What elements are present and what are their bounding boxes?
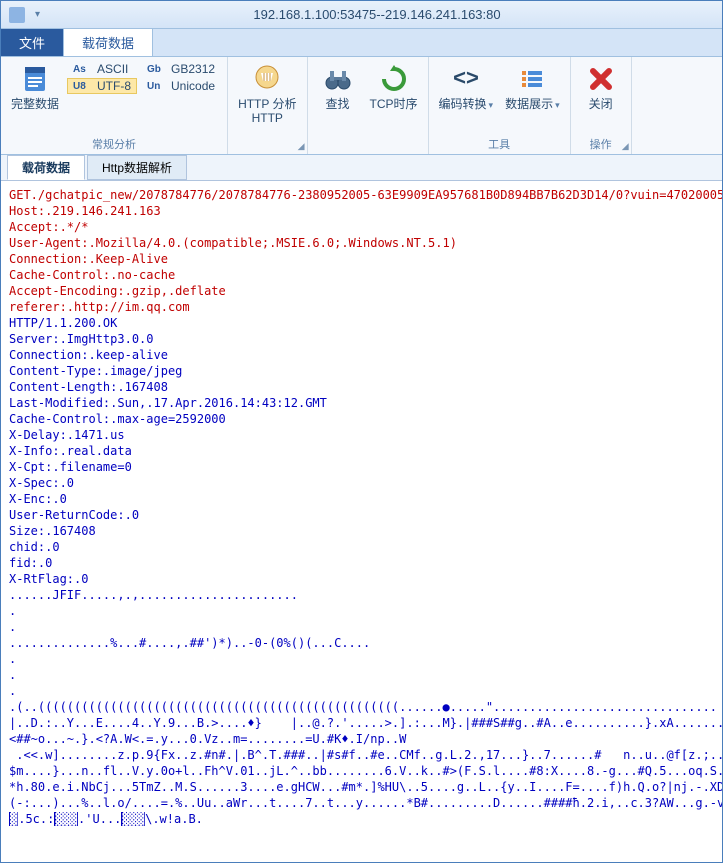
app-icon <box>9 7 25 23</box>
response-line: X-Spec:.0 <box>9 475 714 491</box>
response-line: X-RtFlag:.0 <box>9 571 714 587</box>
response-line: *h.80.e.i.NbCj...5TmZ..M.S......3....e.g… <box>9 779 714 795</box>
close-icon <box>585 63 617 95</box>
utf8-button[interactable]: U8UTF-8 <box>67 78 137 94</box>
response-line: fid:.0 <box>9 555 714 571</box>
response-line: <##~o...~.}.<?A.W<.=.y...0.Vz..m=.......… <box>9 731 714 747</box>
request-line: Cache-Control:.no-cache <box>9 267 714 283</box>
response-line: (-:...)...%..l.o/....=.%..Uu..aWr...t...… <box>9 795 714 811</box>
response-line: Size:.167408 <box>9 523 714 539</box>
response-line: Content-Type:.image/jpeg <box>9 363 714 379</box>
binoculars-icon <box>322 63 354 95</box>
content-tab-http-parse[interactable]: Http数据解析 <box>87 155 187 180</box>
response-line: . <box>9 683 714 699</box>
http-analyze-button[interactable]: HTTP 分析HTTP <box>234 61 300 127</box>
ribbon: 完整数据 AsASCII U8UTF-8 GbGB2312 UnUnicode … <box>1 57 722 155</box>
chevron-down-icon: ▾ <box>489 100 494 110</box>
response-line: User-ReturnCode:.0 <box>9 507 714 523</box>
response-line: ▓.5c.:▓▓▓.'U...▓▓▓\.w!a.B. <box>9 811 714 827</box>
ribbon-group-analysis: 完整数据 AsASCII U8UTF-8 GbGB2312 UnUnicode … <box>1 57 228 154</box>
ribbon-group-http: HTTP 分析HTTP ◢ <box>228 57 307 154</box>
response-line: . <box>9 651 714 667</box>
response-line: .(..((((((((((((((((((((((((((((((((((((… <box>9 699 714 715</box>
brackets-icon: <> <box>450 63 482 95</box>
data-display-button[interactable]: 数据展示▾ <box>501 61 564 114</box>
response-line: X-Enc:.0 <box>9 491 714 507</box>
svg-text:<>: <> <box>453 65 479 90</box>
encode-button[interactable]: <> 编码转换▾ <box>435 61 498 114</box>
response-line: HTTP/1.1.200.OK <box>9 315 714 331</box>
list-icon <box>516 63 548 95</box>
launcher-icon[interactable]: ◢ <box>298 141 305 152</box>
request-line: GET./gchatpic_new/2078784776/2078784776-… <box>9 187 714 203</box>
response-line: .<<.w]........z.p.9{Fx..z.#n#.|.B^.T.###… <box>9 747 714 763</box>
ribbon-group-ops: 关闭 操作 ◢ <box>571 57 632 154</box>
close-button[interactable]: 关闭 <box>577 61 625 113</box>
response-line: Cache-Control:.max-age=2592000 <box>9 411 714 427</box>
unicode-button[interactable]: UnUnicode <box>141 78 221 94</box>
tcp-timing-button[interactable]: TCP时序 <box>366 61 422 113</box>
window-title: 192.168.1.100:53475--219.146.241.163:80 <box>40 7 714 22</box>
response-line: |..D.:..Y...E....4..Y.9...B.>....♦} |..@… <box>9 715 714 731</box>
response-line: X-Delay:.1471.us <box>9 427 714 443</box>
request-line: Accept:.*/* <box>9 219 714 235</box>
response-line: $m....}...n..fl..V.y.0o+l..Fh^V.01..jL.^… <box>9 763 714 779</box>
ribbon-group-find: 查找 TCP时序 <box>308 57 429 154</box>
request-line: User-Agent:.Mozilla/4.0.(compatible;.MSI… <box>9 235 714 251</box>
chevron-down-icon: ▾ <box>555 100 560 110</box>
request-line: Accept-Encoding:.gzip,.deflate <box>9 283 714 299</box>
find-button[interactable]: 查找 <box>314 61 362 113</box>
launcher-icon[interactable]: ◢ <box>622 141 629 152</box>
refresh-icon <box>378 63 410 95</box>
response-line: X-Info:.real.data <box>9 443 714 459</box>
notebook-icon <box>19 63 51 95</box>
tab-payload[interactable]: 载荷数据 <box>63 28 153 56</box>
response-line: ......JFIF.....,.,...................... <box>9 587 714 603</box>
full-data-button[interactable]: 完整数据 <box>7 61 63 113</box>
content-tab-payload[interactable]: 载荷数据 <box>7 155 85 180</box>
response-line: Connection:.keep-alive <box>9 347 714 363</box>
response-line: Server:.ImgHttp3.0.0 <box>9 331 714 347</box>
payload-content[interactable]: GET./gchatpic_new/2078784776/2078784776-… <box>1 181 722 862</box>
response-line: . <box>9 667 714 683</box>
response-line: chid:.0 <box>9 539 714 555</box>
titlebar: ▾ 192.168.1.100:53475--219.146.241.163:8… <box>1 1 722 29</box>
response-line: . <box>9 603 714 619</box>
request-line: referer:.http://im.qq.com <box>9 299 714 315</box>
content-tabs: 载荷数据 Http数据解析 <box>1 155 722 181</box>
http-icon <box>251 63 283 95</box>
main-tabs: 文件 载荷数据 <box>1 29 722 57</box>
ascii-button[interactable]: AsASCII <box>67 61 137 77</box>
response-line: X-Cpt:.filename=0 <box>9 459 714 475</box>
response-line: ..............%...#....,.##')*)..-0-(0%(… <box>9 635 714 651</box>
tab-file[interactable]: 文件 <box>1 29 63 56</box>
gb2312-button[interactable]: GbGB2312 <box>141 61 221 77</box>
app-window: ▾ 192.168.1.100:53475--219.146.241.163:8… <box>0 0 723 863</box>
request-line: Host:.219.146.241.163 <box>9 203 714 219</box>
ribbon-group-tools: <> 编码转换▾ 数据展示▾ 工具 <box>429 57 571 154</box>
response-line: Last-Modified:.Sun,.17.Apr.2016.14:43:12… <box>9 395 714 411</box>
response-line: Content-Length:.167408 <box>9 379 714 395</box>
response-line: . <box>9 619 714 635</box>
request-line: Connection:.Keep-Alive <box>9 251 714 267</box>
